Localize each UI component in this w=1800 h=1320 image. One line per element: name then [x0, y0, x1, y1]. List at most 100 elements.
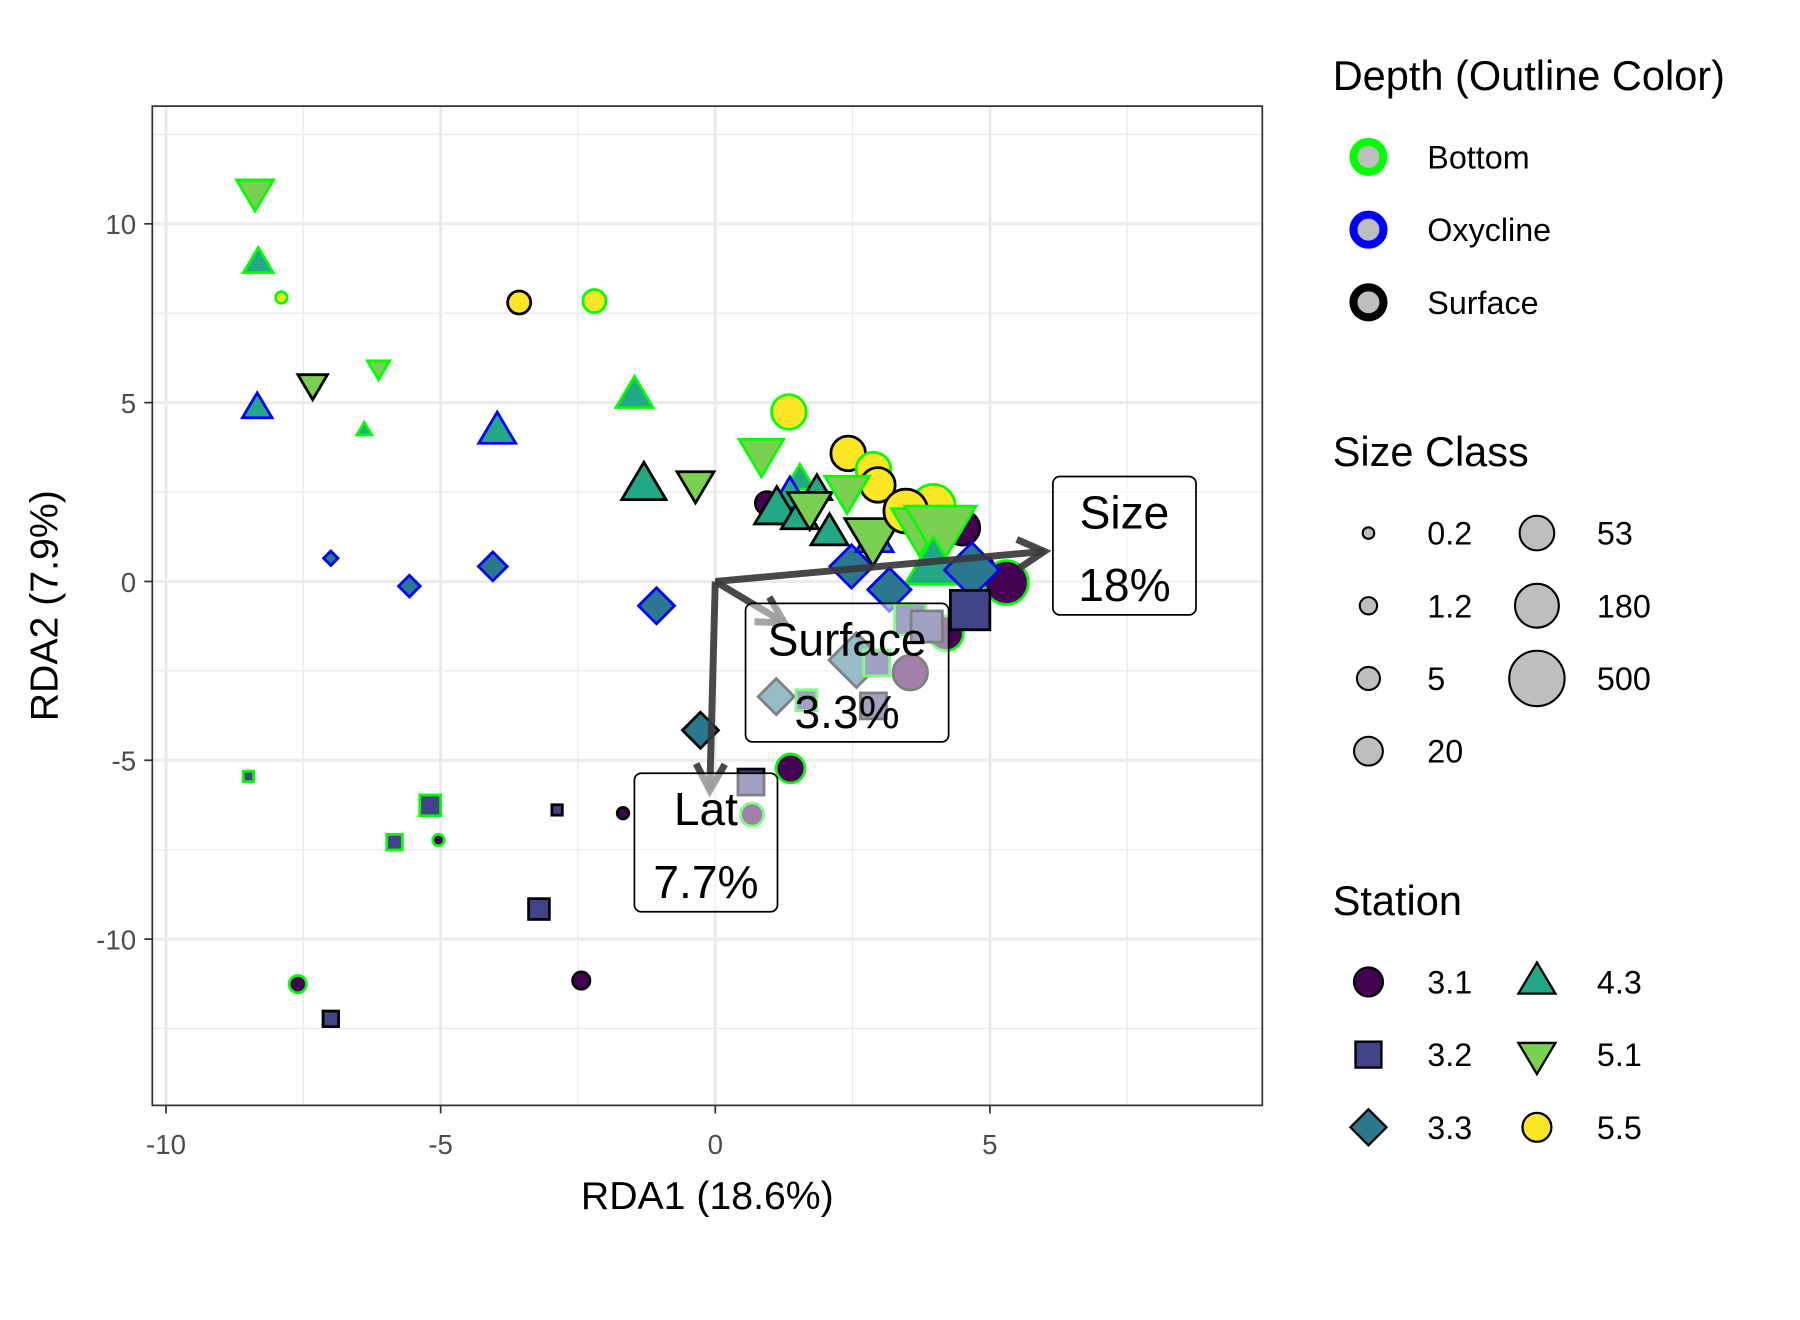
legend-station-key-3.2 — [1354, 1040, 1383, 1069]
legend-station-key-5.5 — [1521, 1111, 1553, 1143]
data-point — [752, 483, 802, 526]
data-point — [949, 588, 992, 632]
y-tick-label: 10 — [105, 209, 136, 240]
legend-size-key — [1352, 735, 1384, 767]
label-name-size: Size — [1080, 486, 1170, 538]
legend-size-key — [1518, 514, 1556, 552]
legend-station-title: Station — [1333, 877, 1462, 924]
data-point — [274, 290, 289, 305]
legend-depth-key-bottom — [1349, 137, 1388, 176]
legend-station-label: 5.1 — [1597, 1037, 1642, 1073]
data-point — [550, 803, 564, 817]
x-axis-title: RDA1 (18.6%) — [581, 1174, 834, 1218]
y-tick-label: 0 — [121, 567, 136, 598]
label-box-size — [1052, 475, 1197, 616]
data-point — [354, 419, 375, 437]
data-point — [287, 974, 308, 995]
legend-size-key — [1358, 596, 1379, 616]
legend-station-label: 4.3 — [1597, 964, 1642, 1000]
legend-station-label: 3.2 — [1427, 1037, 1472, 1073]
legend-station-key-3.1 — [1352, 966, 1385, 998]
legend-size-label: 5 — [1427, 661, 1445, 697]
legend-size-label: 1.2 — [1427, 588, 1472, 624]
data-point — [418, 793, 442, 818]
data-point — [234, 178, 276, 214]
panel-border — [151, 105, 1264, 1107]
data-point — [571, 970, 592, 991]
data-point — [385, 832, 404, 852]
arrow-lat — [706, 581, 719, 791]
data-point — [674, 470, 717, 506]
data-point — [785, 490, 835, 533]
data-point — [770, 393, 808, 431]
legend-size-key — [1355, 665, 1382, 692]
data-point — [241, 244, 276, 274]
data-point — [431, 832, 446, 848]
data-point — [615, 806, 631, 821]
y-tick-label: -5 — [112, 746, 137, 777]
arrow-size — [714, 547, 1045, 585]
legend-size-label: 500 — [1597, 661, 1651, 697]
legend-station-key-4.3 — [1516, 960, 1558, 995]
data-point — [527, 897, 551, 921]
legend-station: Station 3.1 3.2 3.3 4.3 5.1 5.5 — [1333, 877, 1642, 1147]
y-axis-title: RDA2 (7.9%) — [23, 490, 67, 721]
label-box-surface — [744, 602, 950, 743]
legend-station-label: 3.3 — [1427, 1110, 1472, 1146]
legend-depth-label: Oxycline — [1427, 212, 1551, 248]
legend-depth-key-oxycline — [1349, 210, 1388, 249]
data-point — [613, 373, 656, 409]
legend-station-key-5.1 — [1516, 1041, 1558, 1077]
legend-size-key — [1513, 582, 1560, 629]
y-tick-label: -10 — [96, 924, 136, 955]
data-point — [842, 517, 904, 569]
data-point — [321, 1009, 340, 1029]
data-point — [239, 390, 275, 420]
legend-station-key-3.3 — [1348, 1107, 1389, 1147]
legend-depth-title: Depth (Outline Color) — [1333, 52, 1725, 99]
data-point — [295, 373, 330, 403]
legend-depth: Depth (Outline Color) Bottom Oxycline Surf… — [1333, 52, 1725, 322]
legend-size-key — [1361, 526, 1376, 540]
data-point — [808, 510, 851, 547]
data-point — [396, 573, 423, 599]
label-box-lat — [633, 772, 779, 913]
legend-size-label: 20 — [1427, 734, 1463, 770]
data-point — [476, 550, 510, 583]
data-point — [636, 585, 677, 626]
label-pct-lat: 7.7% — [653, 856, 758, 908]
x-tick-label: 0 — [708, 1129, 723, 1160]
data-point — [822, 474, 872, 517]
legend-station-label: 5.5 — [1597, 1110, 1642, 1146]
data-point — [241, 769, 256, 783]
arrowhead-size — [1015, 536, 1052, 572]
x-tick-label: 5 — [982, 1129, 997, 1160]
legend-size: Size Class 0.2 1.2 5 20 53 180 500 — [1333, 428, 1651, 770]
label-name-lat: Lat — [674, 783, 738, 835]
biplot-labels-layer: Size 18% Surface 3.3% Lat 7.7% — [633, 475, 1197, 913]
data-point — [506, 289, 533, 316]
data-point — [619, 459, 669, 502]
legend-size-title: Size Class — [1333, 428, 1529, 475]
label-name-surface: Surface — [768, 613, 927, 665]
data-point — [902, 504, 979, 569]
legend-size-label: 53 — [1597, 516, 1633, 552]
data-point — [365, 359, 393, 383]
axis-ticks: -10 -5 0 5 10 5 0 -5 -10 — [96, 209, 997, 1160]
data-point — [774, 752, 807, 785]
label-pct-size: 18% — [1078, 559, 1170, 611]
legend-depth-label: Bottom — [1427, 139, 1529, 175]
legend-size-key — [1508, 649, 1566, 708]
y-tick-label: 5 — [121, 388, 136, 419]
legend-size-label: 0.2 — [1427, 516, 1472, 552]
legend-station-label: 3.1 — [1427, 964, 1472, 1000]
legend-depth-key-surface — [1349, 283, 1388, 322]
data-point — [736, 438, 787, 480]
data-point — [581, 288, 608, 314]
x-tick-label: -5 — [428, 1129, 453, 1160]
data-point — [321, 549, 340, 568]
label-pct-surface: 3.3% — [795, 686, 900, 738]
x-tick-label: -10 — [146, 1129, 186, 1160]
data-point — [476, 409, 519, 445]
